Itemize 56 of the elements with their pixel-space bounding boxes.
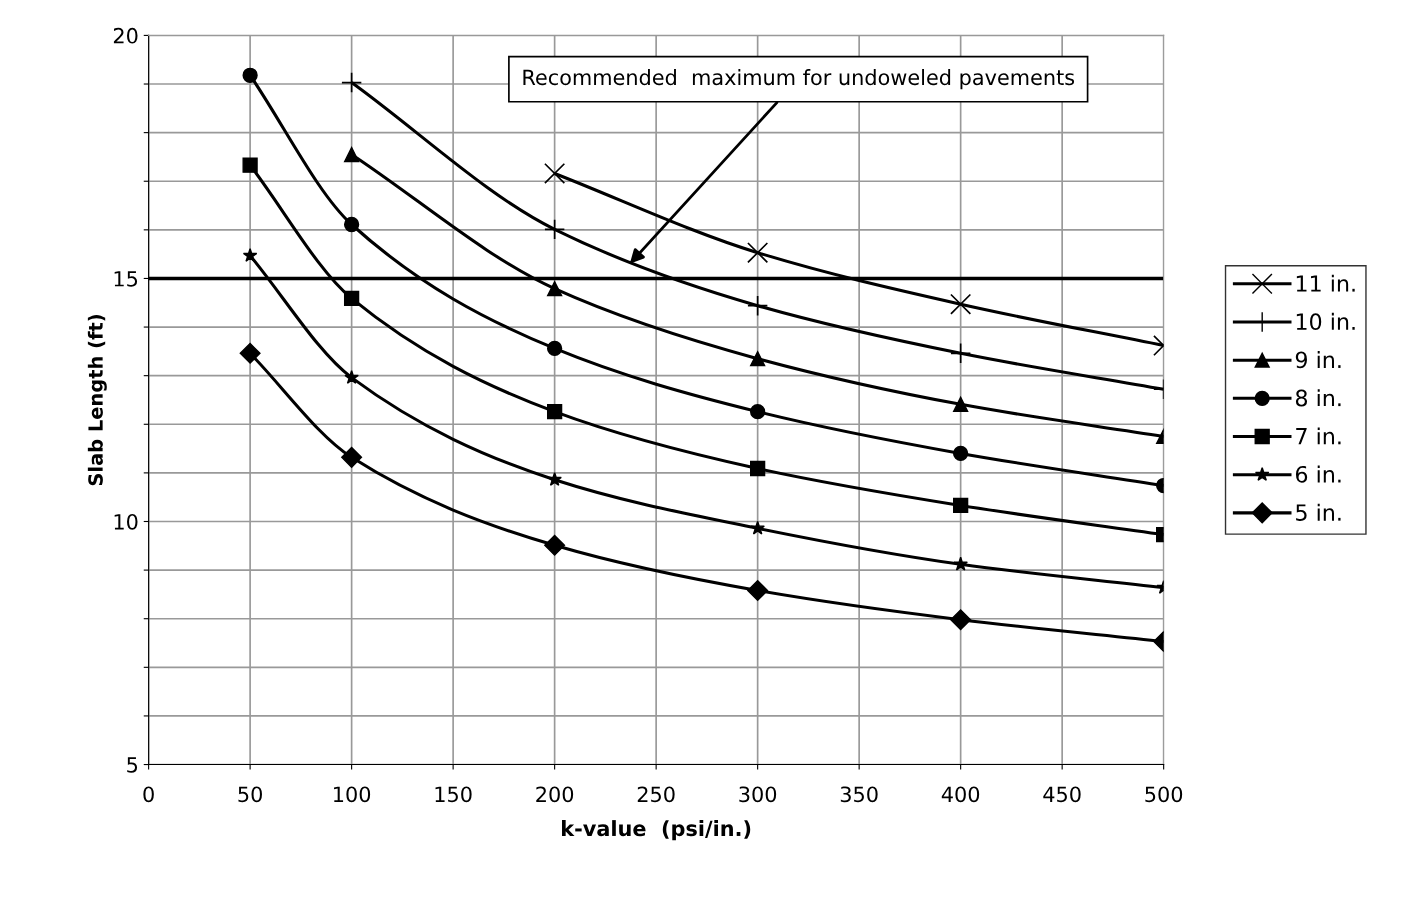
point — [546, 404, 563, 420]
x-tick-label: 200 — [536, 786, 574, 803]
point — [344, 369, 359, 384]
point — [544, 162, 566, 185]
point — [544, 534, 566, 556]
legend-label: 6 in. — [1295, 465, 1341, 483]
x-tick-label: 500 — [1145, 786, 1183, 803]
legend-label: 10 in. — [1296, 312, 1355, 331]
point — [239, 342, 261, 364]
x-tick-label: 150 — [435, 786, 472, 803]
point — [343, 216, 360, 233]
x-tick-label: 450 — [1043, 786, 1081, 803]
point — [242, 247, 258, 262]
point — [747, 242, 769, 264]
x-tick-label: 100 — [334, 786, 371, 803]
x-tick-label: 0 — [143, 786, 154, 803]
point — [544, 218, 566, 240]
point — [546, 281, 563, 297]
point — [950, 609, 972, 631]
point — [747, 295, 769, 317]
x-axis-title: k-value (psi/in.) — [562, 820, 751, 841]
legend-label: 5 in. — [1296, 503, 1341, 521]
point — [953, 445, 969, 462]
annotation: Recommended maximum for undoweled pavements — [523, 69, 1075, 90]
point — [953, 396, 969, 412]
point — [950, 293, 972, 315]
x-tick-label: 350 — [840, 786, 878, 803]
legend-label: 7 in. — [1296, 427, 1341, 445]
legend-label: 8 in. — [1295, 389, 1341, 407]
x-tick-label: 250 — [637, 786, 675, 803]
point — [343, 146, 360, 163]
point — [750, 520, 765, 535]
point — [953, 556, 968, 571]
y-tick-label: 5 — [127, 757, 138, 773]
point — [953, 497, 969, 514]
point — [546, 340, 563, 357]
y-tick-label: 20 — [113, 27, 138, 44]
point — [343, 290, 360, 307]
point — [747, 580, 769, 602]
x-tick-label: 50 — [238, 786, 262, 803]
point — [750, 460, 766, 477]
legend-label: 9 in. — [1295, 351, 1341, 369]
point — [547, 472, 562, 487]
legend-label: 11 in. — [1296, 274, 1355, 292]
y-tick-label: 10 — [114, 513, 138, 530]
y-tick-label: 15 — [114, 271, 138, 287]
point — [950, 342, 972, 364]
point — [341, 72, 363, 94]
point — [242, 67, 258, 83]
x-tick-label: 300 — [739, 786, 777, 803]
point — [242, 157, 258, 173]
y-axis-title: Slab Length (ft) — [87, 315, 107, 486]
x-tick-label: 400 — [941, 786, 980, 803]
point — [750, 351, 766, 367]
point — [750, 404, 766, 420]
point — [341, 446, 363, 468]
